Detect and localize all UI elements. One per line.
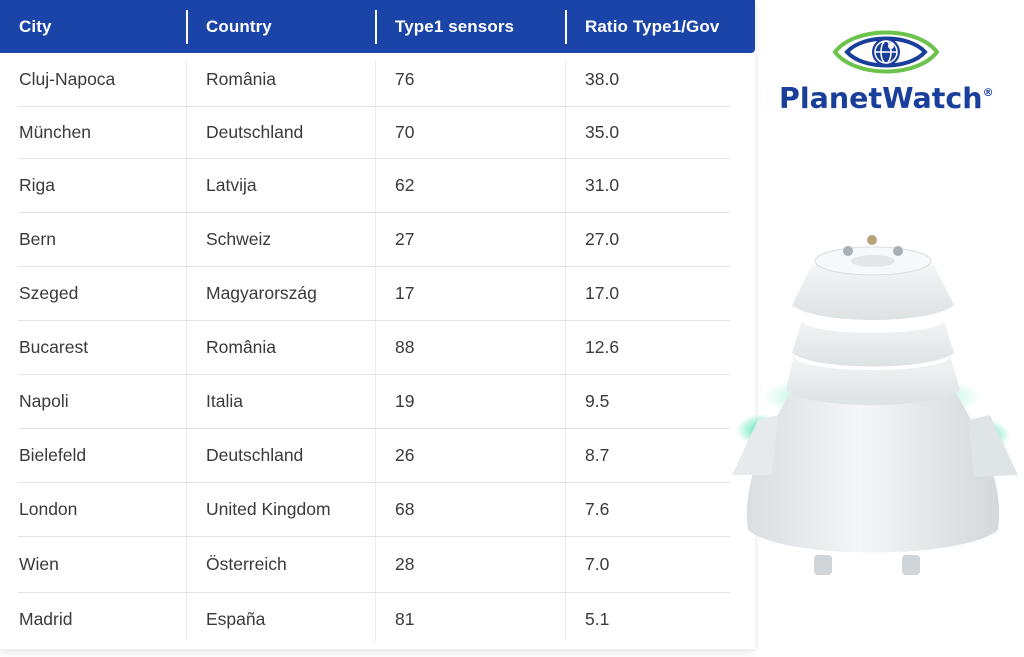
table-row: Cluj-Napoca România 76 38.0 [0, 53, 755, 106]
cell-country: United Kingdom [206, 499, 331, 519]
air-quality-sensor-device [722, 225, 1024, 585]
cell-sensors: 76 [395, 69, 415, 89]
table-row: Bern Schweiz 27 27.0 [0, 213, 755, 266]
row-divider [18, 428, 730, 429]
cell-sensors: 62 [395, 175, 415, 195]
table-row: Bucarest România 88 12.6 [0, 321, 755, 374]
cell-city: Riga [19, 175, 55, 195]
table-row: London United Kingdom 68 7.6 [0, 483, 755, 536]
header-divider [186, 10, 188, 44]
cell-country: Latvija [206, 175, 257, 195]
cell-sensors: 88 [395, 337, 415, 357]
row-divider [18, 592, 730, 593]
cell-city: Bucarest [19, 337, 89, 357]
sensor-ratio-table: City Country Type1 sensors Ratio Type1/G… [0, 0, 755, 649]
cell-country: España [206, 609, 266, 629]
header-type1-sensors: Type1 sensors [395, 17, 515, 36]
column-divider [565, 61, 566, 641]
table-header: City Country Type1 sensors Ratio Type1/G… [0, 0, 755, 53]
table-row: Bielefeld Deutschland 26 8.7 [0, 429, 755, 482]
table-row: München Deutschland 70 35.0 [0, 107, 755, 158]
cell-ratio: 38.0 [585, 69, 620, 89]
header-ratio: Ratio Type1/Gov [585, 17, 720, 36]
cell-sensors: 17 [395, 283, 415, 303]
cell-ratio: 7.0 [585, 554, 610, 574]
cell-country: Italia [206, 391, 243, 411]
row-divider [18, 212, 730, 213]
header-divider [375, 10, 377, 44]
cell-ratio: 27.0 [585, 229, 620, 249]
table-row: Szeged Magyarország 17 17.0 [0, 267, 755, 320]
cell-country: Deutschland [206, 122, 304, 142]
cell-ratio: 9.5 [585, 391, 610, 411]
cell-ratio: 31.0 [585, 175, 620, 195]
logo-wordmark: PlanetWatch® [779, 82, 994, 115]
cell-city: Napoli [19, 391, 69, 411]
sensor-device-illustration [732, 235, 1018, 575]
cell-city: Madrid [19, 609, 73, 629]
cell-city: London [19, 499, 78, 519]
cell-sensors: 68 [395, 499, 415, 519]
cell-city: Bern [19, 229, 56, 249]
cell-ratio: 7.6 [585, 499, 610, 519]
cell-city: Cluj-Napoca [19, 69, 116, 89]
table-row: Wien Österreich 28 7.0 [0, 537, 755, 592]
cell-city: Wien [19, 554, 59, 574]
registered-mark: ® [982, 86, 994, 99]
cell-country: Magyarország [206, 283, 317, 303]
cell-sensors: 27 [395, 229, 415, 249]
header-city: City [19, 17, 52, 36]
cell-country: România [206, 69, 277, 89]
cell-country: Österreich [206, 554, 287, 574]
cell-ratio: 35.0 [585, 122, 620, 142]
cell-ratio: 8.7 [585, 445, 610, 465]
header-divider [565, 10, 567, 44]
table-body: Cluj-Napoca România 76 38.0 München Deut… [0, 53, 755, 649]
row-divider [18, 536, 730, 537]
cell-sensors: 81 [395, 609, 415, 629]
cell-country: România [206, 337, 277, 357]
cell-sensors: 70 [395, 122, 415, 142]
row-divider [18, 158, 730, 159]
cell-city: Szeged [19, 283, 79, 303]
row-divider [18, 266, 730, 267]
cell-ratio: 5.1 [585, 609, 610, 629]
cell-country: Schweiz [206, 229, 272, 249]
table-row: Napoli Italia 19 9.5 [0, 375, 755, 428]
row-divider [18, 482, 730, 483]
planetwatch-logo: PlanetWatch® [775, 20, 1005, 120]
row-divider [18, 374, 730, 375]
cell-sensors: 19 [395, 391, 415, 411]
cell-ratio: 17.0 [585, 283, 620, 303]
row-divider [18, 320, 730, 321]
cell-sensors: 28 [395, 554, 415, 574]
cell-city: Bielefeld [19, 445, 87, 465]
table-row: Madrid España 81 5.1 [0, 593, 755, 646]
cell-city: München [19, 122, 91, 142]
table-row: Riga Latvija 62 31.0 [0, 159, 755, 212]
cell-sensors: 26 [395, 445, 415, 465]
header-country: Country [206, 17, 272, 36]
cell-ratio: 12.6 [585, 337, 620, 357]
eye-globe-icon [832, 30, 940, 74]
cell-country: Deutschland [206, 445, 304, 465]
column-divider [375, 61, 376, 641]
logo-text: PlanetWatch [779, 82, 983, 115]
column-divider [186, 61, 187, 641]
row-divider [18, 106, 730, 107]
